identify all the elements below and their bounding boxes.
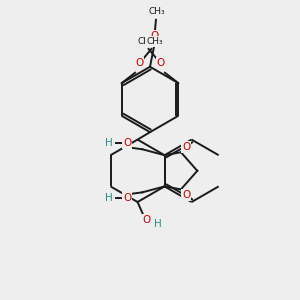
- Text: CH₃: CH₃: [148, 7, 165, 16]
- Text: O: O: [150, 31, 159, 41]
- Text: O: O: [123, 193, 132, 203]
- Text: H: H: [154, 219, 162, 229]
- Text: O: O: [182, 142, 190, 152]
- Text: CH₃: CH₃: [137, 37, 154, 46]
- Text: O: O: [156, 58, 165, 68]
- Text: O: O: [142, 215, 151, 225]
- Text: CH₃: CH₃: [146, 37, 163, 46]
- Text: H: H: [105, 138, 113, 148]
- Text: O: O: [123, 138, 132, 148]
- Text: H: H: [105, 193, 113, 203]
- Text: O: O: [135, 58, 144, 68]
- Text: O: O: [182, 190, 190, 200]
